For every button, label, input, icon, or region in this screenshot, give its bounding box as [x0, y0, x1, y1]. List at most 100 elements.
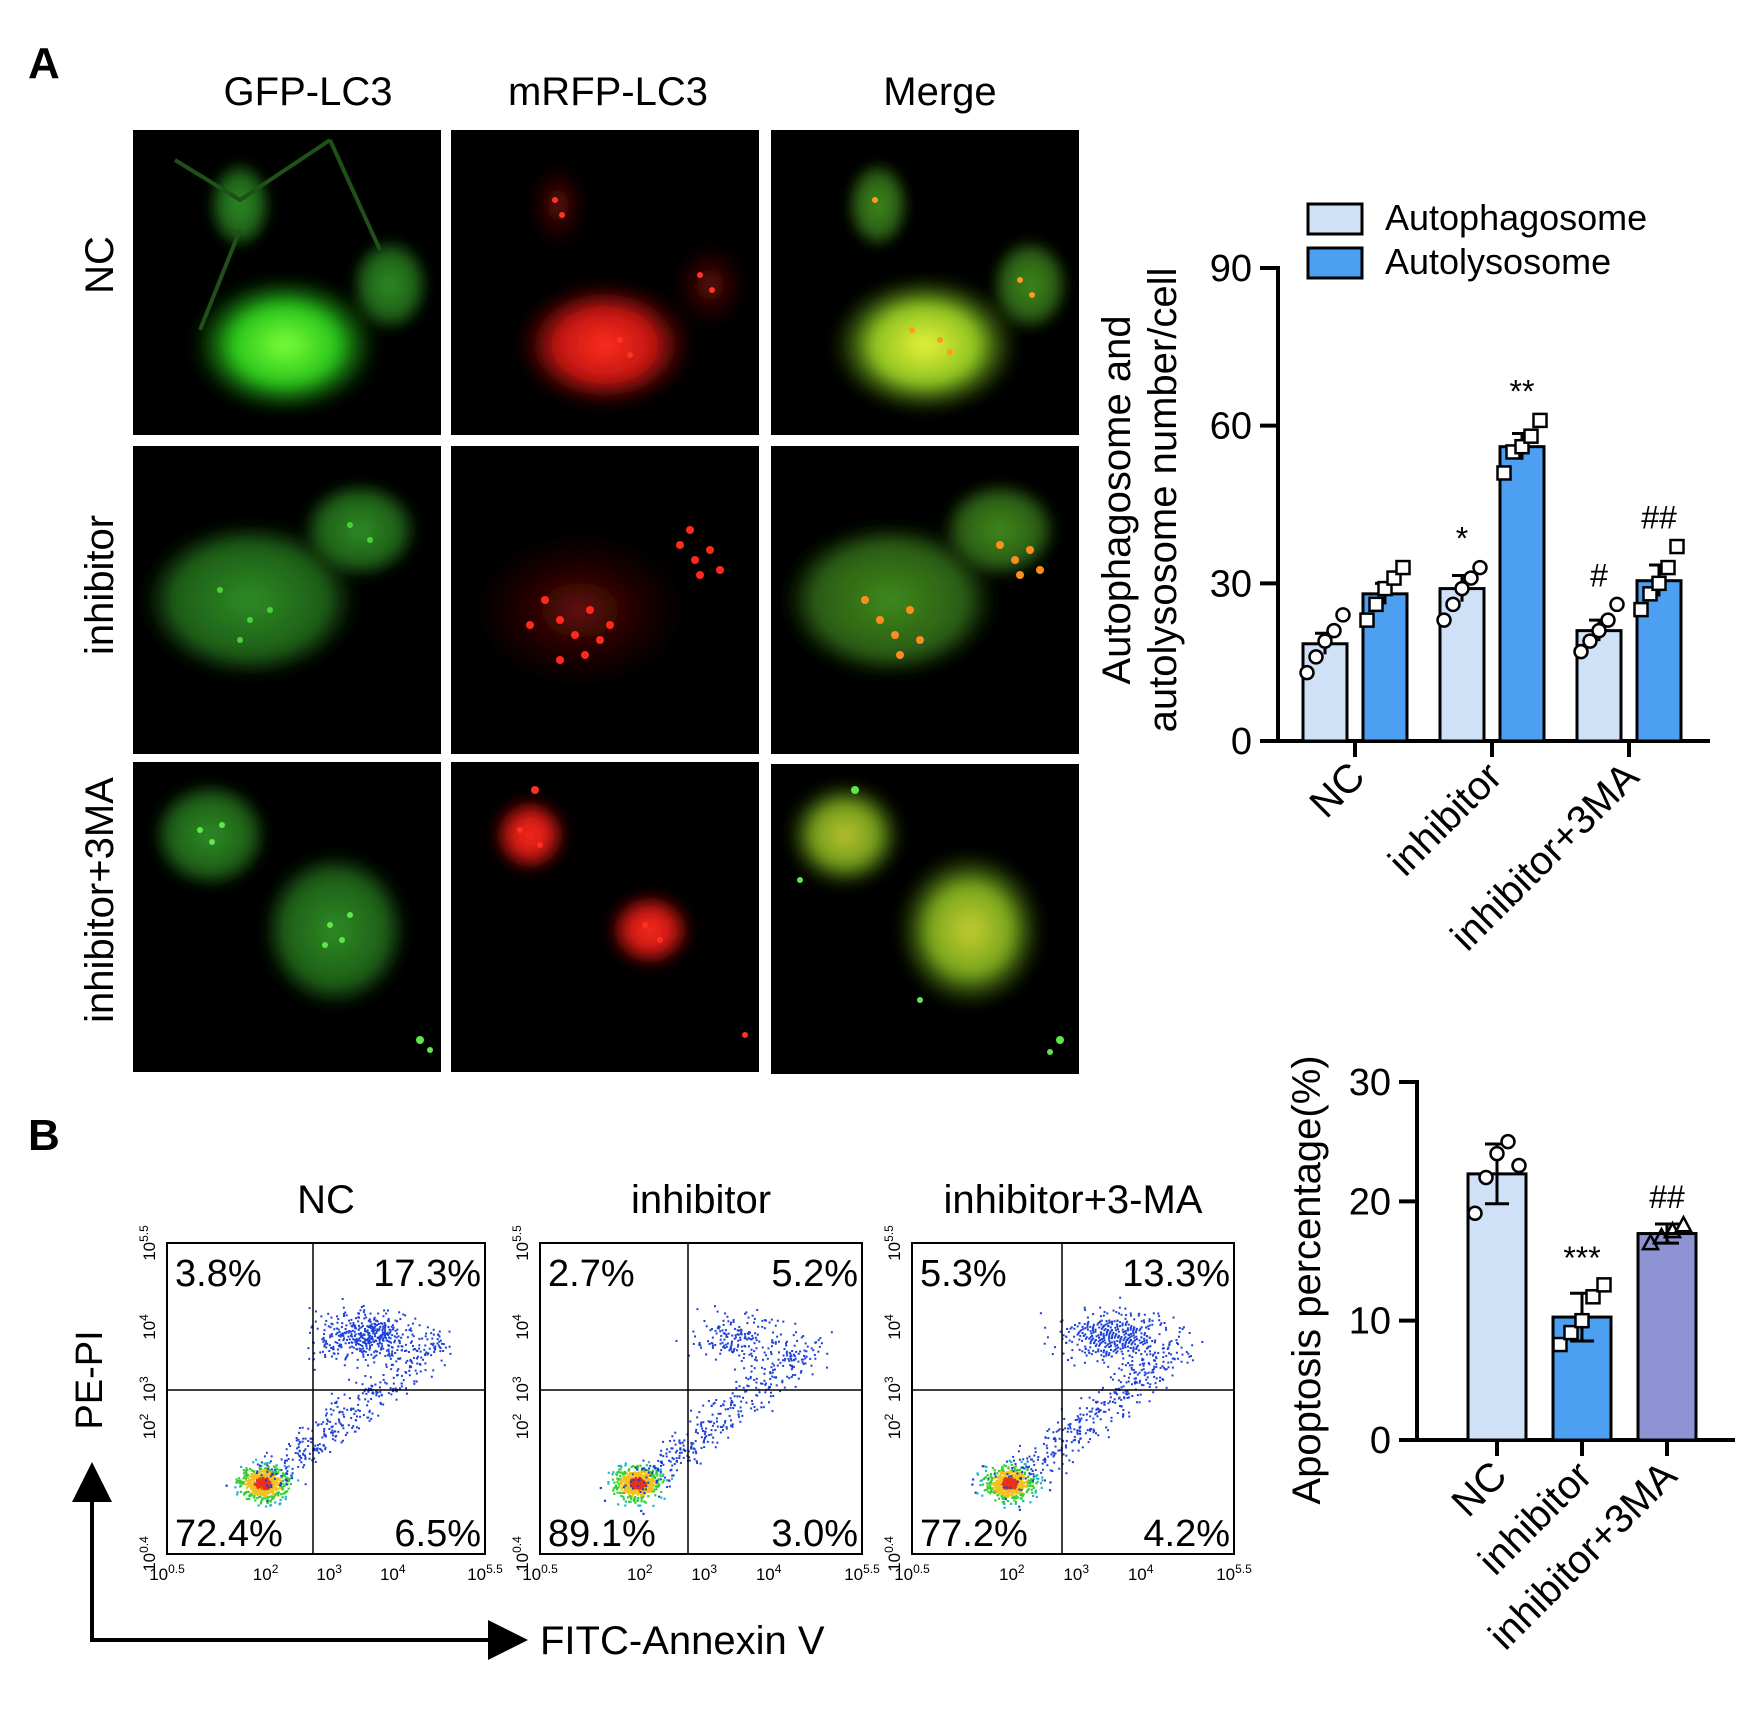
flow-event — [362, 1347, 365, 1350]
flow-event — [258, 1482, 261, 1485]
flow-event — [997, 1480, 1001, 1483]
flow-event — [762, 1406, 765, 1409]
flow-event — [250, 1472, 253, 1476]
chart1-data-point — [1436, 612, 1452, 628]
flow-event — [794, 1357, 797, 1360]
flow-event — [1031, 1481, 1034, 1484]
flow-event — [1118, 1387, 1121, 1390]
flow-event — [353, 1338, 356, 1341]
flow-event — [1106, 1330, 1109, 1333]
flow-event — [1008, 1459, 1011, 1462]
flow-event — [648, 1484, 651, 1487]
flow-event — [331, 1335, 334, 1338]
flow-event — [291, 1472, 294, 1475]
flow-event — [410, 1340, 413, 1343]
flow-event — [370, 1387, 373, 1390]
flow-event — [1140, 1336, 1143, 1339]
flow-event — [379, 1325, 382, 1328]
flow-y-tick-label: 104 — [137, 1314, 159, 1340]
flow-event — [694, 1450, 697, 1453]
flow-event — [1079, 1334, 1082, 1337]
flow-event — [654, 1494, 657, 1497]
flow-event — [254, 1499, 257, 1502]
flow-event — [756, 1308, 759, 1311]
flow-event — [729, 1406, 732, 1409]
flow-event — [981, 1494, 984, 1497]
flow-event — [710, 1328, 713, 1331]
row-label-nc: NC — [78, 236, 122, 294]
flow-event — [1123, 1397, 1126, 1400]
flow-event — [373, 1316, 376, 1319]
flow-event — [1008, 1475, 1011, 1478]
flow-event — [291, 1458, 294, 1461]
flow-event — [788, 1377, 791, 1380]
flow-event — [719, 1342, 722, 1345]
flow-event — [982, 1477, 986, 1481]
flow-event — [627, 1469, 630, 1472]
flow-event — [630, 1478, 633, 1482]
flow-event — [330, 1346, 333, 1349]
flow-event — [1138, 1371, 1141, 1374]
flow-event — [682, 1444, 685, 1447]
flow-event — [1050, 1453, 1053, 1456]
flow-event — [1181, 1327, 1184, 1330]
flow-event — [359, 1415, 362, 1418]
flow-event — [1095, 1343, 1098, 1346]
flow-event — [1132, 1332, 1135, 1335]
flow-quadrant-lower-right: 6.5% — [394, 1513, 481, 1555]
flow-event — [1102, 1410, 1105, 1413]
flow-event — [630, 1488, 633, 1491]
flow-event — [762, 1358, 765, 1361]
flow-event — [1091, 1335, 1094, 1338]
flow-event — [310, 1437, 313, 1440]
flow-event — [1103, 1361, 1106, 1364]
flow-event — [792, 1358, 795, 1361]
flow-event — [733, 1395, 736, 1398]
flow-event — [623, 1472, 627, 1475]
flow-event — [1108, 1337, 1111, 1340]
flow-event — [363, 1309, 366, 1312]
flow-event — [1110, 1420, 1113, 1423]
flow-event — [1140, 1332, 1143, 1335]
flow-event — [236, 1479, 239, 1483]
flow-event — [999, 1479, 1002, 1482]
flow-event — [1092, 1325, 1095, 1328]
flow-event — [776, 1335, 779, 1338]
chart1-significance-mark: ** — [1510, 373, 1535, 409]
flow-event — [345, 1330, 348, 1333]
flow-event — [1130, 1339, 1133, 1342]
flow-quadrant-lower-left: 89.1% — [548, 1513, 656, 1555]
flow-event — [671, 1464, 674, 1467]
flow-event — [1147, 1361, 1150, 1364]
flow-event — [645, 1474, 649, 1477]
flow-event — [644, 1482, 648, 1485]
flow-event — [1005, 1496, 1008, 1499]
flow-event — [304, 1448, 307, 1451]
flow-event — [733, 1404, 736, 1407]
flow-event — [1159, 1379, 1162, 1382]
flow-event — [760, 1406, 763, 1409]
flow-event — [997, 1491, 1000, 1495]
flow-event — [357, 1396, 360, 1399]
flow-event — [262, 1469, 265, 1472]
flow-event — [1020, 1483, 1024, 1486]
flow-event — [263, 1463, 267, 1466]
flow-event — [1150, 1371, 1153, 1374]
chart1-data-point — [1472, 559, 1488, 576]
flow-event — [642, 1470, 646, 1473]
flow-event — [772, 1369, 775, 1372]
flow-event — [637, 1485, 640, 1488]
flow-event — [627, 1473, 631, 1477]
flow-quadrant-upper-right: 17.3% — [373, 1253, 481, 1295]
flow-event — [639, 1464, 642, 1467]
flow-event — [1018, 1473, 1021, 1477]
flow-event — [266, 1490, 269, 1493]
flow-event — [1092, 1331, 1095, 1334]
flow-event — [1132, 1348, 1135, 1351]
flow-event — [234, 1486, 237, 1489]
flow-event — [784, 1357, 787, 1360]
flow-event — [1153, 1359, 1156, 1362]
flow-event — [1018, 1489, 1022, 1493]
flow-event — [1108, 1321, 1111, 1324]
flow-event — [675, 1449, 678, 1452]
